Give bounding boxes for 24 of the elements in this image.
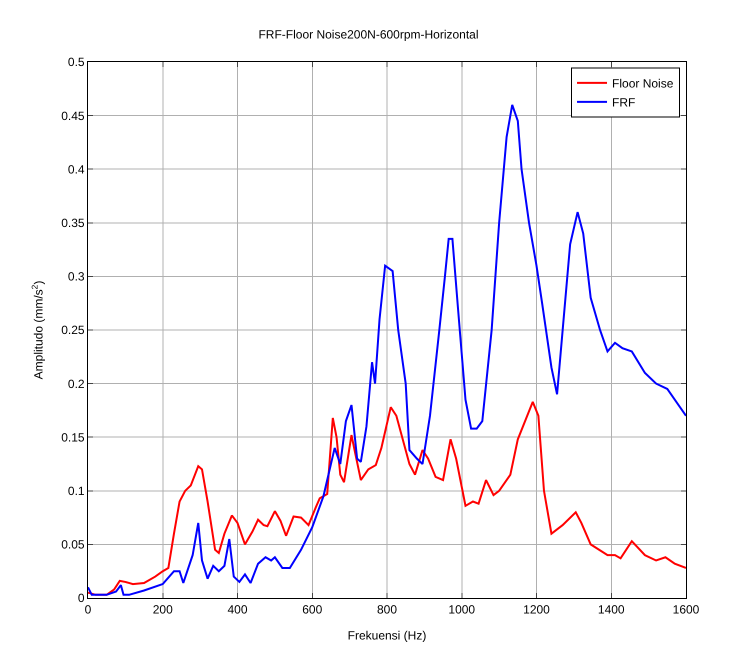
y-tick-label: 0.25	[61, 323, 85, 338]
x-tick-label: 1600	[672, 602, 700, 616]
y-tick-label: 0.1	[68, 484, 85, 498]
x-tick-label: 1000	[448, 602, 476, 616]
line-series	[88, 400, 686, 596]
x-tick-label: 1200	[523, 602, 550, 616]
y-tick-label: 0.05	[61, 538, 85, 552]
y-tick-label: 0.4	[68, 162, 85, 176]
x-tick-label: 800	[376, 602, 398, 616]
x-axis-title: Frekuensi (Hz)	[348, 628, 426, 642]
x-tick-label: 400	[227, 602, 248, 616]
chart-title: FRF-Floor Noise200N-600rpm-Horizontal	[258, 27, 479, 42]
legend-label: FRF	[612, 96, 636, 110]
x-tick-label: 200	[152, 602, 174, 616]
y-tick-label: 0.15	[61, 430, 85, 444]
legend-label: Floor Noise	[612, 76, 674, 91]
y-tick-label: 0.2	[68, 376, 85, 391]
y-tick-label: 0.45	[61, 108, 85, 123]
y-tick-label: 0.35	[61, 216, 85, 230]
x-tick-label: 1400	[598, 602, 625, 616]
y-tick-label: 0	[78, 591, 85, 606]
y-tick-label: 0.3	[68, 270, 85, 284]
y-tick-label: 0.5	[68, 55, 85, 70]
x-tick-label: 600	[302, 602, 323, 616]
